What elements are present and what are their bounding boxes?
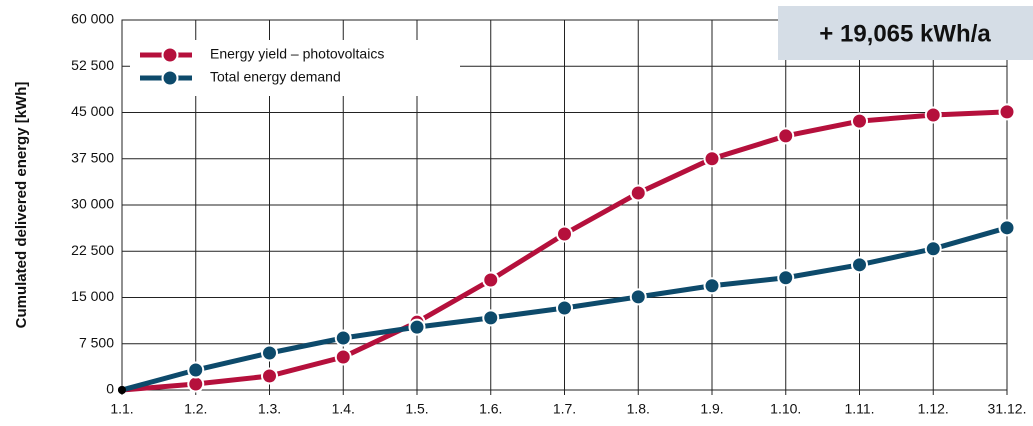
x-tick-label: 1.1. <box>110 401 133 417</box>
x-tick-label: 1.7. <box>553 401 576 417</box>
y-tick-label: 15 000 <box>71 288 114 304</box>
point <box>556 225 573 243</box>
point <box>777 127 795 145</box>
point <box>118 386 126 394</box>
y-tick-label: 0 <box>106 381 114 397</box>
x-tick-label: 1.12. <box>918 401 949 417</box>
point <box>851 112 868 130</box>
point <box>261 344 278 362</box>
point <box>629 184 647 202</box>
point <box>556 299 573 317</box>
point <box>482 309 500 327</box>
x-tick-label: 1.2. <box>184 401 207 417</box>
point <box>482 271 500 289</box>
y-tick-label: 30 000 <box>71 196 114 212</box>
x-tick-label: 1.10. <box>770 401 801 417</box>
x-tick-label: 31.12. <box>988 401 1027 417</box>
point <box>924 240 942 258</box>
y-tick-label: 45 000 <box>71 103 114 119</box>
point <box>261 367 278 385</box>
point <box>851 256 868 274</box>
plot-border <box>121 19 1008 391</box>
legend-marker <box>161 46 179 64</box>
point <box>187 375 205 393</box>
point <box>703 150 721 168</box>
y-axis-label: Cumulated delivered energy [kWh] <box>13 82 30 329</box>
x-tick-label: 1.9. <box>700 401 723 417</box>
legend-label: Energy yield – photovoltaics <box>210 46 384 62</box>
point <box>629 288 647 306</box>
point <box>334 329 352 347</box>
legend-box <box>130 40 460 96</box>
point <box>334 348 352 366</box>
point <box>703 277 721 295</box>
x-tick-label: 1.5. <box>405 401 428 417</box>
x-tick-label: 1.3. <box>258 401 281 417</box>
point <box>924 106 942 124</box>
legend-marker <box>161 69 179 87</box>
x-tick-label: 1.4. <box>332 401 355 417</box>
point <box>777 269 795 287</box>
annotation-box <box>778 6 1033 60</box>
y-tick-label: 52 500 <box>71 57 114 73</box>
point <box>187 361 205 379</box>
x-tick-label: 1.11. <box>844 401 874 417</box>
annotation: + 19,065 kWh/a <box>819 20 991 47</box>
y-tick-label: 7 500 <box>79 334 114 350</box>
x-tick-label: 1.6. <box>479 401 502 417</box>
point <box>998 103 1016 121</box>
legend-label: Total energy demand <box>210 69 341 85</box>
y-tick-label: 37 500 <box>71 149 114 165</box>
point <box>998 219 1016 237</box>
y-tick-label: 22 500 <box>71 242 114 258</box>
y-tick-label: 60 000 <box>71 11 114 27</box>
x-tick-label: 1.8. <box>627 401 650 417</box>
point <box>408 318 426 336</box>
